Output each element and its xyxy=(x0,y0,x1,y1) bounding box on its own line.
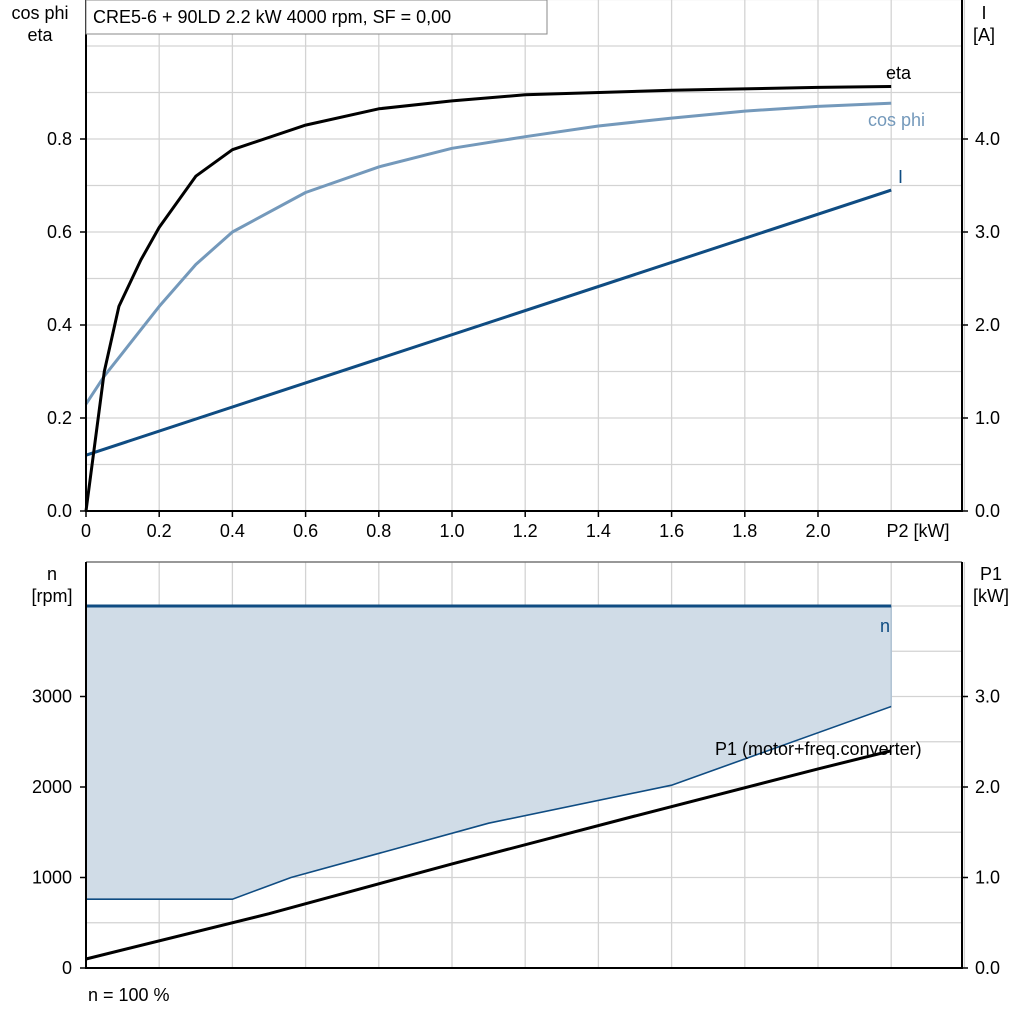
cos-phi-label: cos phi xyxy=(868,110,925,130)
y-tick-label-right: 3.0 xyxy=(975,222,1000,242)
title-box: CRE5-6 + 90LD 2.2 kW 4000 rpm, SF = 0,00 xyxy=(85,0,548,35)
cos-phi-line xyxy=(84,101,892,405)
y-tick-label-right: 2.0 xyxy=(975,777,1000,797)
current-line xyxy=(85,188,892,457)
y-tick-label-left: 0.0 xyxy=(47,501,72,521)
p1-line xyxy=(85,749,892,961)
eta-label: eta xyxy=(886,63,912,83)
axes xyxy=(80,0,968,969)
x-tick-label: 1.2 xyxy=(513,521,538,541)
x-tick-label: 0.8 xyxy=(366,521,391,541)
y-tick-label-right: 3.0 xyxy=(975,687,1000,707)
speed-range-area xyxy=(86,606,892,900)
speed-lower-line xyxy=(86,705,892,900)
current-label: I xyxy=(898,167,903,187)
y-axis-title-left: [rpm] xyxy=(31,586,72,606)
y-tick-label-right: 2.0 xyxy=(975,315,1000,335)
y-tick-label-left: 1000 xyxy=(32,868,72,888)
y-tick-label-left: 2000 xyxy=(32,777,72,797)
y-axis-title-left: cos phi xyxy=(11,3,68,23)
y-axis-title-right: [kW] xyxy=(973,586,1009,606)
y-axis-title-left: eta xyxy=(27,25,53,45)
y-axis-title-right: P1 xyxy=(980,564,1002,584)
y-tick-label-right: 1.0 xyxy=(975,868,1000,888)
y-axis-title-left: n xyxy=(47,564,57,584)
y-axis-title-right: [A] xyxy=(973,25,995,45)
x-tick-label: 1.4 xyxy=(586,521,611,541)
y-tick-label-left: 0 xyxy=(62,958,72,978)
y-tick-label-left: 0.8 xyxy=(47,129,72,149)
y-tick-label-left: 0.2 xyxy=(47,408,72,428)
y-tick-label-right: 4.0 xyxy=(975,129,1000,149)
x-tick-label: 0.6 xyxy=(293,521,318,541)
y-tick-label-right: 1.0 xyxy=(975,408,1000,428)
y-tick-label-left: 3000 xyxy=(32,687,72,707)
chart-marks xyxy=(84,85,892,961)
x-tick-label: 1.8 xyxy=(732,521,757,541)
y-tick-label-left: 0.6 xyxy=(47,222,72,242)
y-tick-label-right: 0.0 xyxy=(975,501,1000,521)
top-grid xyxy=(86,0,966,511)
footer-note: n = 100 % xyxy=(88,985,170,1005)
x-tick-label: 0 xyxy=(81,521,91,541)
x-tick-label: 1.6 xyxy=(659,521,684,541)
chart-title: CRE5-6 + 90LD 2.2 kW 4000 rpm, SF = 0,00 xyxy=(93,7,451,27)
y-tick-label-left: 0.4 xyxy=(47,315,72,335)
x-tick-label: 0.2 xyxy=(147,521,172,541)
y-tick-label-right: 0.0 xyxy=(975,958,1000,978)
eta-line xyxy=(84,85,892,512)
p1-label: P1 (motor+freq.converter) xyxy=(715,739,922,759)
x-axis-label: P2 [kW] xyxy=(886,521,949,541)
speed-label: n xyxy=(880,616,890,636)
x-tick-label: 2.0 xyxy=(805,521,830,541)
x-tick-label: 0.4 xyxy=(220,521,245,541)
y-axis-title-right: I xyxy=(981,3,986,23)
x-tick-label: 1.0 xyxy=(439,521,464,541)
